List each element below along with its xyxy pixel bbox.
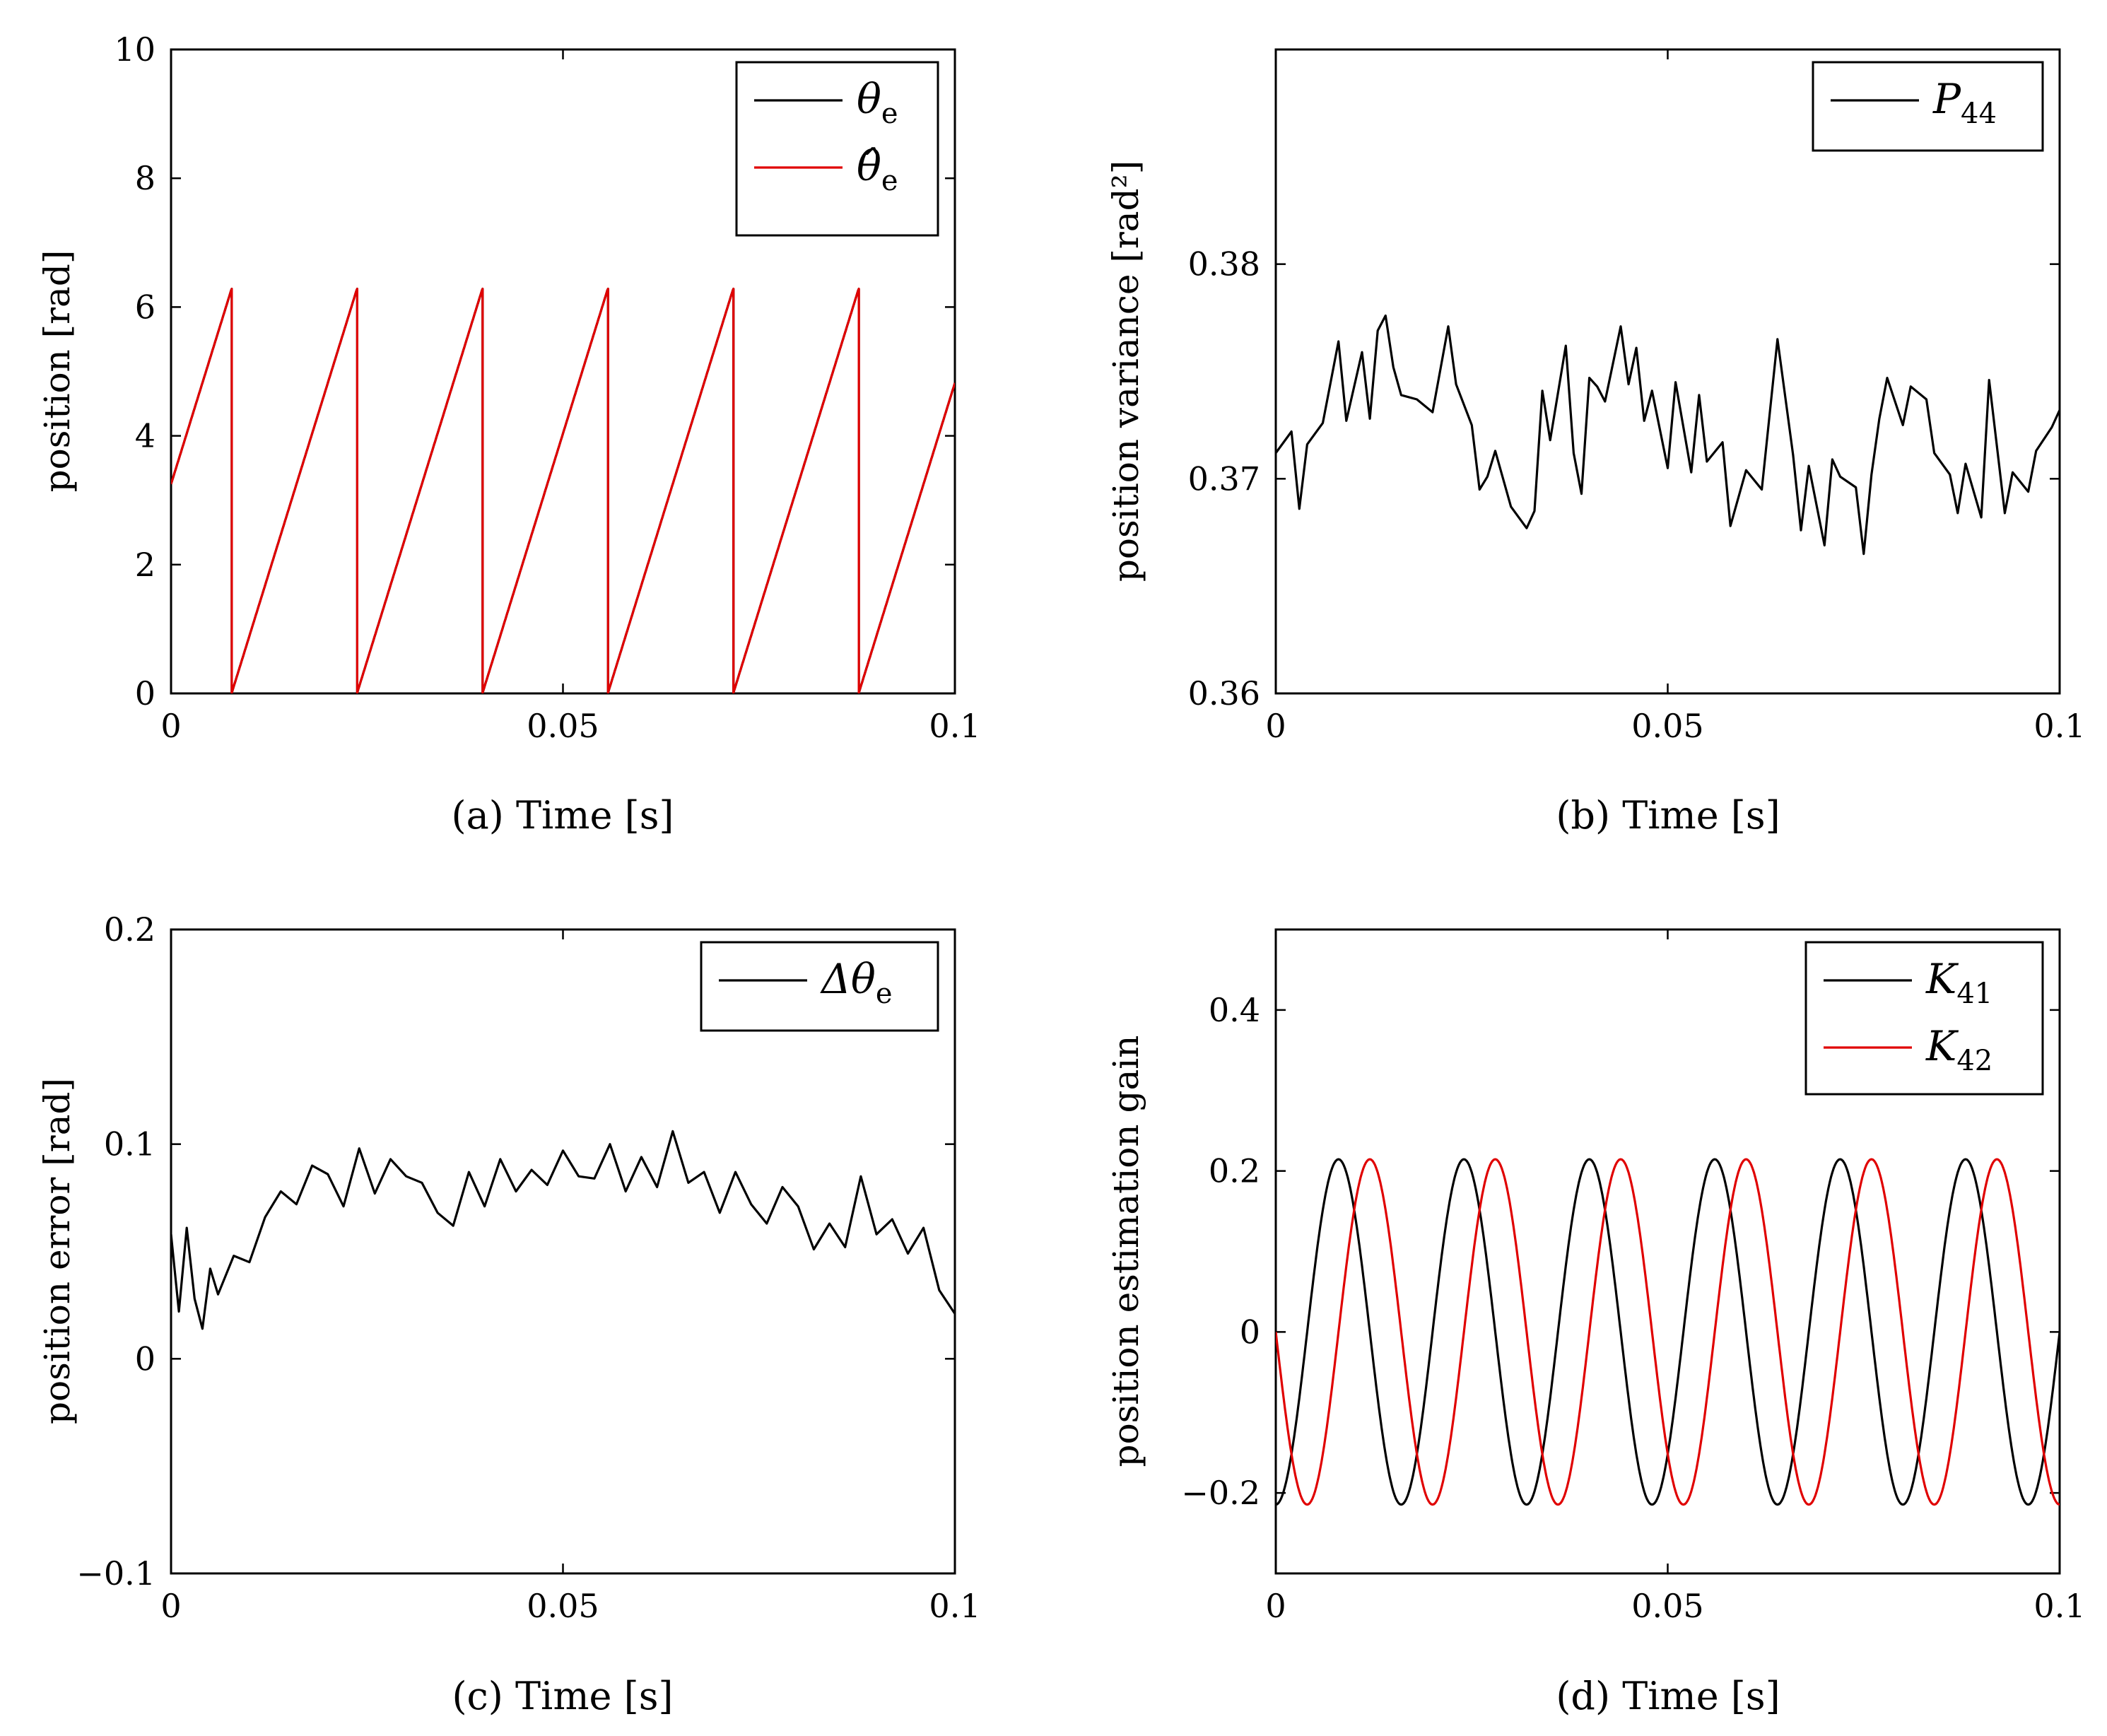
x-tick-label: 0.05 xyxy=(527,707,599,745)
legend-a: θeθ̂e xyxy=(735,61,939,237)
ticks-a: 0 0.05 0.1 0 2 4 6 8 10 xyxy=(114,30,980,745)
y-axis-label-b-text: position variance [rad²] xyxy=(1105,160,1146,582)
ticks-c: 0 0.05 0.1−0.100.10.2 xyxy=(76,910,980,1625)
legend-label: θ̂e xyxy=(857,142,898,197)
y-tick-label: −0.2 xyxy=(1181,1474,1260,1512)
x-tick-label: 0.05 xyxy=(527,1587,599,1625)
panel-b: 0 0.05 0.1 0.36 0.37 0.38 position variance [… xyxy=(1105,48,2086,838)
series-line-θe xyxy=(171,288,955,693)
y-tick-label: −0.1 xyxy=(76,1554,155,1593)
ticks-b: 0 0.05 0.1 0.36 0.37 0.38 xyxy=(1188,49,2086,745)
x-tick-label: 0.05 xyxy=(1631,707,1703,745)
legend-box xyxy=(1804,941,2044,1096)
legend-b: P44 xyxy=(1812,61,2044,152)
legend-label-sub: 44 xyxy=(1961,98,1997,130)
y-tick-label: 0 xyxy=(135,674,155,712)
legend-c: Δθe xyxy=(700,941,939,1032)
y-axis-label-c: position error [rad] xyxy=(37,1078,78,1424)
x-tick-label: 0 xyxy=(160,1587,181,1625)
x-tick-label: 0 xyxy=(1265,707,1286,745)
x-tick-label: 0.1 xyxy=(929,1587,980,1625)
y-tick-label: 0.1 xyxy=(104,1125,155,1163)
legend-label-sub: e xyxy=(881,165,898,197)
y-tick-label: 0.2 xyxy=(1209,1152,1260,1190)
legend-label-main: θ xyxy=(857,75,881,123)
legend-label-main: K xyxy=(1925,1022,1959,1070)
legend-label: K41 xyxy=(1925,955,1992,1010)
caption-b: (b) Time [s] xyxy=(1556,793,1780,838)
legend-label-main: θ̂ xyxy=(857,142,881,190)
x-tick-label: 0 xyxy=(1265,1587,1286,1625)
y-tick-label: 0.2 xyxy=(104,910,155,949)
legend-label: θe xyxy=(857,75,898,130)
legend-label-main: K xyxy=(1925,955,1959,1003)
series-line-Δθe xyxy=(171,1130,955,1330)
legend-box xyxy=(700,941,939,1032)
y-tick-label: 0.37 xyxy=(1188,459,1260,498)
legend-label: Δθe xyxy=(820,955,892,1010)
x-tick-label: 0.1 xyxy=(2033,1587,2085,1625)
y-tick-label: 0.36 xyxy=(1188,674,1260,712)
caption-a: (a) Time [s] xyxy=(452,793,674,838)
panel-d: 0 0.05 0.1 −0.2 0 0.2 0.4 position estimation … xyxy=(1105,928,2086,1718)
series-line-K42 xyxy=(1276,1158,2060,1506)
series-group-b xyxy=(1276,314,2060,556)
y-tick-label: 4 xyxy=(135,417,155,455)
x-tick-label: 0.05 xyxy=(1631,1587,1703,1625)
y-tick-label: 0.4 xyxy=(1209,991,1260,1029)
y-axis-label-d: position estimation gain xyxy=(1105,1036,1146,1467)
legend-label-sub: 42 xyxy=(1956,1045,1992,1077)
y-tick-label: 0 xyxy=(1240,1313,1260,1351)
series-group-d xyxy=(1276,1158,2060,1506)
legend-label-main: Δθ xyxy=(820,955,876,1003)
y-tick-label: 10 xyxy=(114,30,155,69)
legend-label: P44 xyxy=(1932,75,1997,130)
panel-c: 0 0.05 0.1−0.100.10.2 position error [rad]… xyxy=(37,910,981,1718)
y-tick-label: 0.38 xyxy=(1188,245,1260,283)
legend-box xyxy=(735,61,939,237)
ticks-d: 0 0.05 0.1 −0.2 0 0.2 0.4 xyxy=(1181,929,2086,1625)
x-tick-label: 0.1 xyxy=(929,707,980,745)
caption-d: (d) Time [s] xyxy=(1556,1674,1780,1718)
legend-label-sub: 41 xyxy=(1956,978,1992,1010)
legend-label: K42 xyxy=(1925,1022,1992,1077)
series-line-θ̂e xyxy=(171,288,955,693)
y-tick-label: 2 xyxy=(135,546,155,584)
legend-label-sub: e xyxy=(876,978,893,1010)
y-axis-label-a: position [rad] xyxy=(37,250,78,493)
y-axis-label-b: position variance [rad²] xyxy=(1105,160,1146,582)
legend-box xyxy=(1812,61,2044,152)
caption-c: (c) Time [s] xyxy=(452,1674,673,1718)
legend-label-main: P xyxy=(1932,75,1961,123)
legend-label-sub: e xyxy=(881,98,898,130)
y-tick-label: 0 xyxy=(135,1339,155,1378)
panel-a: 0 0.05 0.1 0 2 4 6 8 10 position [rad] (a) Time … xyxy=(37,30,981,838)
x-tick-label: 0 xyxy=(160,707,181,745)
series-group-c xyxy=(171,1130,955,1330)
y-tick-label: 8 xyxy=(135,159,155,197)
x-tick-label: 0.1 xyxy=(2033,707,2085,745)
series-line-P44 xyxy=(1276,314,2060,556)
series-group-a xyxy=(171,288,955,693)
y-tick-label: 6 xyxy=(135,288,155,326)
